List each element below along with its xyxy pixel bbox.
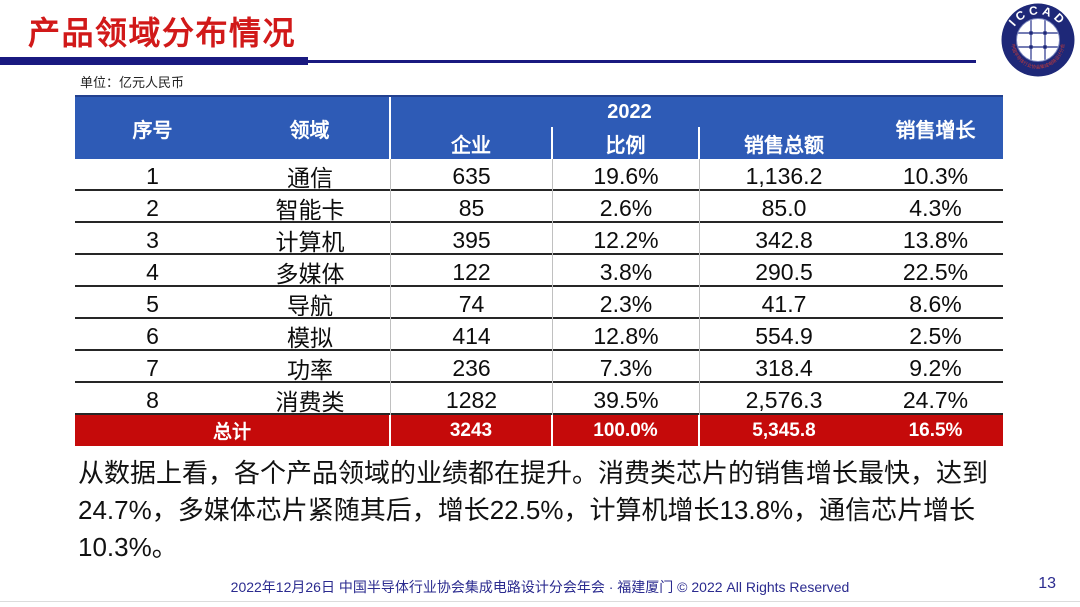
cell-proportion: 3.8% [553,255,700,289]
table-header: 序号 领域 2022 企业 比例 销售总额 销售增长 [75,95,1003,159]
cell-growth: 22.5% [902,258,969,285]
cell-domain: 智能卡 [230,191,391,225]
table-row: 4 多媒体 122 3.8% 290.5 22.5% [75,255,1003,289]
cell-sales: 85.0 [761,194,807,221]
cell-domain: 导航 [230,287,391,321]
cell-proportion: 19.6% [553,159,700,193]
cell-growth: 2.5% [909,322,962,349]
unit-note: 单位：亿元人民币 [80,75,185,90]
cell-growth: 9.2% [909,354,962,381]
cell-no: 4 [146,258,159,285]
cell-companies: 74 [391,287,553,321]
cell-growth: 24.7% [902,386,969,413]
cell-growth: 4.3% [909,194,962,221]
cell-domain: 消费类 [230,383,391,417]
header-sales-total: 销售总额 [744,134,824,157]
page-title: 产品领域分布情况 [28,15,297,51]
header-companies: 企业 [391,127,553,159]
cell-domain: 多媒体 [230,255,391,289]
cell-companies: 635 [391,159,553,193]
cell-proportion: 2.6% [553,191,700,225]
cell-growth: 8.6% [909,290,962,317]
table-row: 8 消费类 1282 39.5% 2,576.3 24.7% [75,383,1003,417]
cell-no: 5 [146,290,159,317]
table-row: 6 模拟 414 12.8% 554.9 2.5% [75,319,1003,353]
summary-paragraph: 从数据上看，各个产品领域的业绩都在提升。消费类芯片的销售增长最快，达到24.7%… [78,458,989,562]
table-row: 1 通信 635 19.6% 1,136.2 10.3% [75,159,1003,193]
cell-no: 8 [146,386,159,413]
total-sales: 5,345.8 [752,419,816,441]
footer-text: 2022年12月26日 中国半导体行业协会集成电路设计分会年会 · 福建厦门 ©… [230,579,850,595]
cell-sales: 290.5 [755,258,813,285]
table-row: 2 智能卡 85 2.6% 85.0 4.3% [75,191,1003,225]
cell-sales: 554.9 [755,322,813,349]
cell-domain: 计算机 [230,223,391,257]
cell-growth: 13.8% [902,226,969,253]
cell-proportion: 12.8% [553,319,700,353]
total-proportion: 100.0% [553,415,700,446]
cell-domain: 通信 [230,159,391,193]
title-underline-line [308,60,976,63]
cell-proportion: 12.2% [553,223,700,257]
cell-companies: 85 [391,191,553,225]
header-no: 序号 [132,119,173,142]
cell-domain: 功率 [230,351,391,385]
iccad-logo-icon: ICCAD 中国半导体行业协会集成电路设计分会 [1001,3,1075,77]
cell-proportion: 39.5% [553,383,700,417]
cell-proportion: 2.3% [553,287,700,321]
page-number: 13 [1038,575,1056,592]
cell-companies: 414 [391,319,553,353]
table-total-row: 总计 3243 100.0% 5,345.8 16.5% [75,415,1003,446]
total-companies: 3243 [391,415,553,446]
cell-companies: 395 [391,223,553,257]
cell-no: 3 [146,226,159,253]
table-row: 5 导航 74 2.3% 41.7 8.6% [75,287,1003,321]
cell-domain: 模拟 [230,319,391,353]
title-underline-bar [0,57,308,65]
table-row: 3 计算机 395 12.2% 342.8 13.8% [75,223,1003,257]
cell-sales: 41.7 [761,290,807,317]
header-year-2022: 2022 [607,100,652,123]
cell-growth: 10.3% [902,162,969,189]
cell-sales: 2,576.3 [745,386,823,413]
header-domain: 领域 [230,97,391,159]
cell-companies: 122 [391,255,553,289]
cell-companies: 1282 [391,383,553,417]
cell-sales: 1,136.2 [745,162,823,189]
product-domain-table: 序号 领域 2022 企业 比例 销售总额 销售增长 1 通信 635 19.6… [75,95,1003,446]
cell-no: 2 [146,194,159,221]
table-row: 7 功率 236 7.3% 318.4 9.2% [75,351,1003,385]
cell-no: 7 [146,354,159,381]
header-proportion: 比例 [553,127,700,159]
cell-companies: 236 [391,351,553,385]
cell-no: 6 [146,322,159,349]
cell-proportion: 7.3% [553,351,700,385]
cell-sales: 318.4 [755,354,813,381]
cell-sales: 342.8 [755,226,813,253]
cell-no: 1 [146,162,159,189]
header-sales-growth: 销售增长 [895,119,976,142]
total-label: 总计 [75,415,391,446]
slide-bottom-edge [0,601,1080,602]
total-growth: 16.5% [908,419,963,441]
